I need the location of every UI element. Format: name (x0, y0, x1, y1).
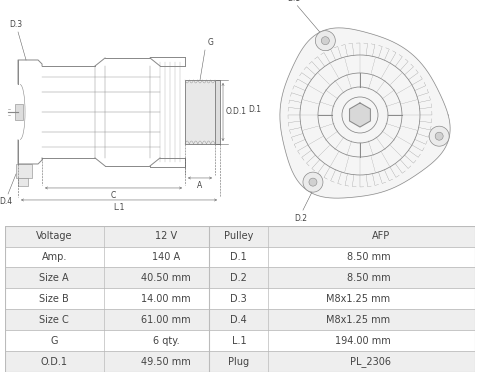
Text: 8.50 mm: 8.50 mm (347, 273, 391, 283)
Bar (5, 226, 209, 247)
Text: 8.50 mm: 8.50 mm (347, 252, 391, 262)
Circle shape (321, 37, 329, 45)
Text: L.1: L.1 (231, 336, 246, 346)
Text: D.1: D.1 (287, 0, 300, 3)
Text: D.3: D.3 (10, 20, 23, 29)
Bar (215, 80, 220, 144)
Text: 49.50 mm: 49.50 mm (141, 357, 191, 367)
Text: L.1: L.1 (113, 203, 125, 212)
Text: 61.00 mm: 61.00 mm (141, 315, 191, 325)
Text: 40.50 mm: 40.50 mm (141, 273, 191, 283)
Bar (5, 267, 209, 288)
Text: Size C: Size C (39, 315, 69, 325)
Text: O.D.1: O.D.1 (226, 108, 247, 117)
Circle shape (429, 126, 449, 146)
Text: D.2: D.2 (294, 214, 308, 223)
Text: 6 qty.: 6 qty. (153, 336, 179, 346)
Text: M8x1.25 mm: M8x1.25 mm (326, 294, 391, 304)
Bar (209, 331, 475, 351)
Bar (209, 288, 475, 309)
Bar (15, 104, 23, 120)
Bar (209, 267, 475, 288)
Text: 194.00 mm: 194.00 mm (335, 336, 391, 346)
Text: D.1: D.1 (249, 106, 262, 114)
Text: PL_2306: PL_2306 (349, 356, 391, 367)
Polygon shape (280, 28, 450, 198)
Bar (18, 178, 28, 186)
Text: 12 V: 12 V (155, 231, 177, 241)
Bar (5, 288, 209, 309)
Text: D.2: D.2 (230, 273, 247, 283)
Text: D.1: D.1 (230, 252, 247, 262)
Text: Pulley: Pulley (224, 231, 253, 241)
Text: A: A (197, 181, 203, 190)
Text: D.4: D.4 (0, 197, 12, 206)
Bar (209, 226, 475, 247)
Text: M8x1.25 mm: M8x1.25 mm (326, 315, 391, 325)
Bar (5, 309, 209, 331)
Text: Plug: Plug (228, 357, 250, 367)
Bar (209, 309, 475, 331)
Circle shape (303, 172, 323, 192)
Text: D.3: D.3 (230, 294, 247, 304)
Text: O.D.1: O.D.1 (41, 357, 68, 367)
Text: Size A: Size A (39, 273, 69, 283)
Bar (209, 247, 475, 267)
Text: 14.00 mm: 14.00 mm (141, 294, 191, 304)
Bar (16, 164, 32, 178)
Text: Voltage: Voltage (36, 231, 72, 241)
Bar (5, 331, 209, 351)
Bar (185, 80, 215, 144)
Text: Amp.: Amp. (41, 252, 67, 262)
Text: 140 A: 140 A (152, 252, 180, 262)
Circle shape (315, 31, 336, 51)
Text: Size B: Size B (39, 294, 69, 304)
Polygon shape (349, 103, 371, 127)
Circle shape (435, 132, 443, 140)
Bar (209, 351, 475, 372)
Bar (5, 351, 209, 372)
Text: D.4: D.4 (230, 315, 247, 325)
Text: C: C (111, 191, 116, 200)
Circle shape (309, 178, 317, 186)
Text: G: G (208, 38, 214, 47)
Text: G: G (50, 336, 58, 346)
Text: AFP: AFP (372, 231, 391, 241)
Bar (5, 247, 209, 267)
